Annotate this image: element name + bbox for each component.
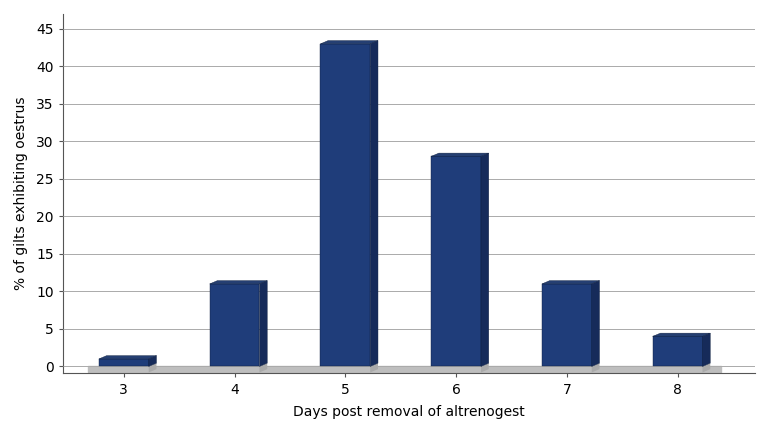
Polygon shape [321,44,370,366]
Polygon shape [259,281,267,366]
Polygon shape [370,41,378,366]
Polygon shape [653,333,711,336]
Polygon shape [148,363,156,372]
X-axis label: Days post removal of altrenogest: Days post removal of altrenogest [293,405,525,419]
Polygon shape [481,153,489,366]
Polygon shape [653,336,703,366]
Polygon shape [259,363,267,372]
Polygon shape [321,41,378,44]
Polygon shape [431,156,481,366]
Polygon shape [210,281,267,284]
Polygon shape [99,355,156,359]
Polygon shape [591,363,600,372]
Polygon shape [99,359,148,366]
Polygon shape [431,153,489,156]
Polygon shape [542,281,600,284]
Polygon shape [542,284,591,366]
Y-axis label: % of gilts exhibiting oestrus: % of gilts exhibiting oestrus [14,97,28,290]
Polygon shape [703,333,711,366]
Polygon shape [148,355,156,366]
Polygon shape [481,363,489,372]
Polygon shape [210,284,259,366]
Polygon shape [370,363,378,372]
Polygon shape [703,363,711,372]
Polygon shape [591,281,600,366]
